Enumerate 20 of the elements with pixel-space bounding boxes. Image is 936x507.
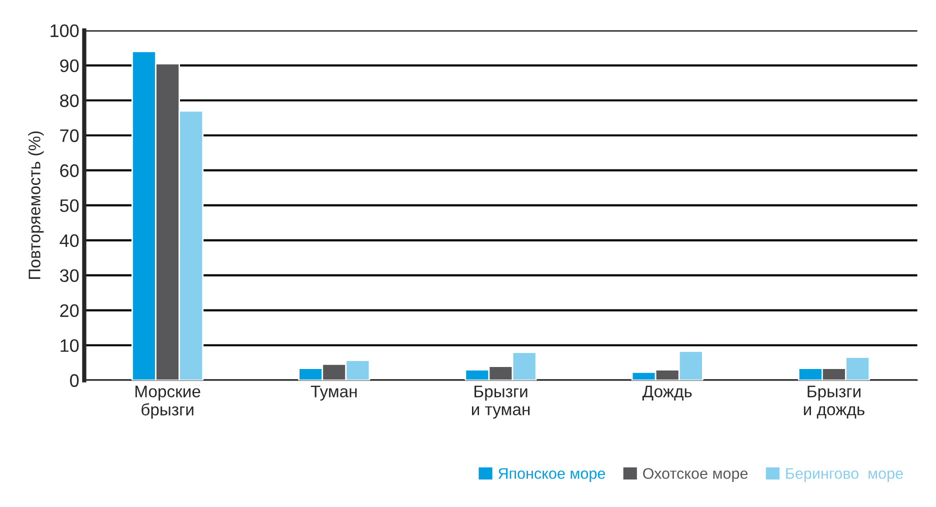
x-tick-label: Туман	[310, 386, 357, 401]
y-tick-label: 10	[60, 339, 79, 352]
y-tick-label: 100	[50, 24, 79, 38]
y-tick-label: 70	[60, 129, 79, 142]
x-tick-label: Брызги и туман	[472, 386, 530, 419]
legend-label: Японское море	[498, 468, 606, 482]
x-tick-label: Брызги и дождь	[804, 386, 864, 418]
y-tick-label: 50	[60, 199, 79, 212]
y-tick-label: 90	[60, 59, 79, 72]
y-axis-title: Повторяемость (%)	[28, 131, 44, 279]
legend-label: Берингово море	[786, 468, 903, 482]
legend-label: Охотское море	[643, 468, 748, 482]
y-tick-label: 20	[60, 304, 79, 318]
y-tick-label: 40	[60, 234, 79, 248]
y-tick-label: 30	[60, 269, 79, 282]
y-tick-label: 0	[70, 374, 79, 387]
y-tick-label: 60	[60, 164, 79, 178]
y-tick-label: 80	[60, 94, 79, 108]
x-tick-label: Дождь	[642, 386, 692, 401]
x-tick-label: Морские брызги	[136, 386, 200, 419]
